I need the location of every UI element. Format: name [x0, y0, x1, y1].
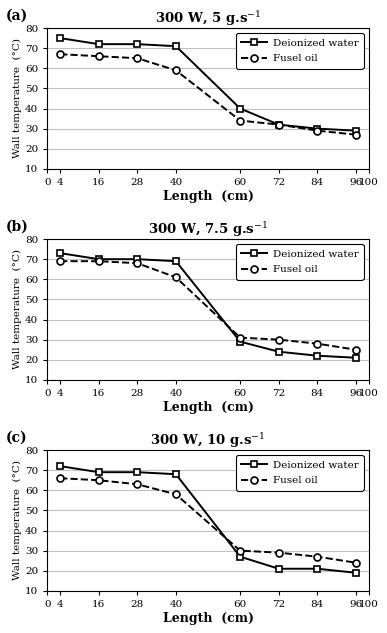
- Line: Fusel oil: Fusel oil: [57, 51, 360, 138]
- Deionized water: [173, 42, 178, 50]
- Legend: Deionized water, Fusel oil: Deionized water, Fusel oil: [236, 244, 363, 280]
- Deionized water: [354, 127, 358, 134]
- Line: Deionized water: Deionized water: [57, 35, 360, 134]
- Line: Deionized water: Deionized water: [57, 463, 360, 576]
- Fusel oil: [96, 53, 101, 60]
- Fusel oil: [96, 477, 101, 484]
- X-axis label: Length  (cm): Length (cm): [163, 611, 253, 625]
- Fusel oil: [173, 491, 178, 498]
- Legend: Deionized water, Fusel oil: Deionized water, Fusel oil: [236, 455, 363, 491]
- Fusel oil: [135, 54, 140, 62]
- Fusel oil: [276, 549, 281, 556]
- Line: Fusel oil: Fusel oil: [57, 475, 360, 566]
- Deionized water: [96, 468, 101, 476]
- Deionized water: [58, 34, 63, 42]
- Fusel oil: [238, 117, 243, 125]
- Deionized water: [238, 553, 243, 560]
- Deionized water: [238, 104, 243, 112]
- Legend: Deionized water, Fusel oil: Deionized water, Fusel oil: [236, 34, 363, 68]
- Deionized water: [276, 565, 281, 572]
- Y-axis label: Wall temperature  (°C): Wall temperature (°C): [13, 249, 22, 370]
- Fusel oil: [58, 474, 63, 482]
- Title: 300 W, 5 g.s$^{-1}$: 300 W, 5 g.s$^{-1}$: [155, 9, 261, 28]
- X-axis label: Length  (cm): Length (cm): [163, 401, 253, 414]
- Y-axis label: Wall temperature  (°C): Wall temperature (°C): [13, 460, 22, 580]
- Fusel oil: [315, 553, 320, 560]
- Deionized water: [354, 569, 358, 577]
- Deionized water: [315, 352, 320, 360]
- Text: (a): (a): [5, 8, 28, 22]
- Fusel oil: [135, 260, 140, 267]
- Deionized water: [135, 255, 140, 263]
- Line: Deionized water: Deionized water: [57, 249, 360, 361]
- Fusel oil: [173, 66, 178, 74]
- Fusel oil: [58, 51, 63, 58]
- Fusel oil: [354, 559, 358, 567]
- Fusel oil: [135, 480, 140, 488]
- Fusel oil: [173, 273, 178, 281]
- Deionized water: [58, 462, 63, 470]
- Deionized water: [173, 258, 178, 265]
- Deionized water: [96, 41, 101, 48]
- Line: Fusel oil: Fusel oil: [57, 258, 360, 353]
- Fusel oil: [58, 258, 63, 265]
- Fusel oil: [238, 547, 243, 555]
- Deionized water: [354, 354, 358, 361]
- Fusel oil: [315, 127, 320, 134]
- Deionized water: [276, 121, 281, 128]
- Title: 300 W, 7.5 g.s$^{-1}$: 300 W, 7.5 g.s$^{-1}$: [148, 220, 268, 239]
- Deionized water: [96, 255, 101, 263]
- Deionized water: [276, 348, 281, 356]
- Deionized water: [135, 41, 140, 48]
- Deionized water: [315, 125, 320, 132]
- X-axis label: Length  (cm): Length (cm): [163, 190, 253, 203]
- Text: (b): (b): [5, 220, 28, 234]
- Text: (c): (c): [5, 430, 27, 444]
- Fusel oil: [276, 336, 281, 344]
- Deionized water: [173, 470, 178, 478]
- Fusel oil: [354, 131, 358, 139]
- Deionized water: [135, 468, 140, 476]
- Deionized water: [315, 565, 320, 572]
- Deionized water: [238, 338, 243, 346]
- Deionized water: [58, 249, 63, 257]
- Fusel oil: [315, 340, 320, 348]
- Y-axis label: Wall temperature  (°C): Wall temperature (°C): [13, 39, 22, 158]
- Fusel oil: [238, 334, 243, 341]
- Fusel oil: [96, 258, 101, 265]
- Fusel oil: [276, 121, 281, 128]
- Title: 300 W, 10 g.s$^{-1}$: 300 W, 10 g.s$^{-1}$: [151, 431, 266, 450]
- Fusel oil: [354, 346, 358, 353]
